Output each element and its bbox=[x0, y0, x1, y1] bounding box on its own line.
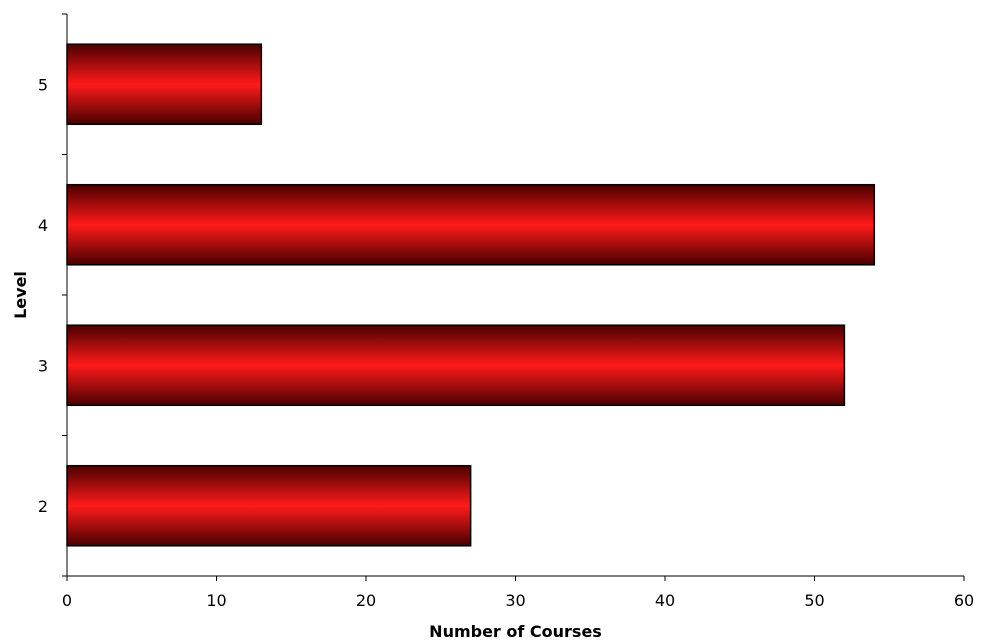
x-tick-label: 40 bbox=[655, 591, 675, 610]
bars-group bbox=[66, 43, 876, 547]
bar-level-4 bbox=[66, 183, 876, 266]
x-tick-label: 60 bbox=[954, 591, 974, 610]
y-tick-label: 5 bbox=[38, 75, 48, 94]
y-tick-label: 3 bbox=[38, 356, 48, 375]
x-tick-label: 0 bbox=[62, 591, 72, 610]
axes-group bbox=[62, 13, 965, 581]
x-tick-label: 50 bbox=[804, 591, 824, 610]
y-tick-label: 4 bbox=[38, 216, 48, 235]
bar-level-2 bbox=[66, 464, 472, 547]
x-axis-title: Number of Courses bbox=[429, 622, 602, 641]
bar-level-3 bbox=[66, 324, 846, 407]
y-tick-label: 2 bbox=[38, 497, 48, 516]
y-axis-title: Level bbox=[11, 271, 30, 319]
bar-level-5 bbox=[66, 43, 263, 126]
x-tick-label: 10 bbox=[206, 591, 226, 610]
x-tick-label: 30 bbox=[505, 591, 525, 610]
x-tick-label: 20 bbox=[356, 591, 376, 610]
